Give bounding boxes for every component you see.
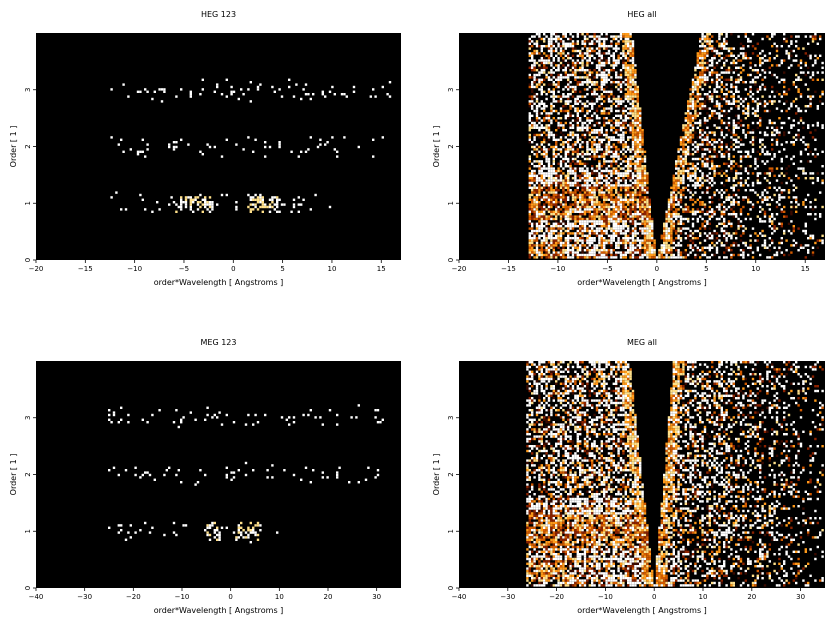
chart-title: MEG 123 — [201, 338, 237, 347]
y-tick-label: 1 — [447, 529, 455, 533]
x-tick-label: 0 — [652, 593, 656, 601]
chart-panel-2: MEG 123 order*Wavelength [ Angstroms ] Ord… — [9, 338, 401, 615]
y-tick-label: 1 — [24, 529, 32, 533]
y-axis-label: Order [ 1 ] — [9, 454, 18, 496]
x-tick-label: −10 — [127, 265, 142, 273]
x-tick-label: −20 — [29, 265, 44, 273]
y-axis-label: Order [ 1 ] — [9, 126, 18, 168]
x-tick-label: 0 — [231, 265, 235, 273]
y-tick-label: 2 — [447, 472, 455, 476]
y-tick-label: 0 — [24, 258, 32, 262]
heatmap-cells — [110, 78, 392, 213]
x-tick-label: 0 — [655, 265, 659, 273]
chart-title: HEG all — [627, 10, 656, 19]
x-tick-label: 5 — [280, 265, 284, 273]
y-tick-label: 3 — [24, 416, 32, 420]
y-axis-label: Order [ 1 ] — [432, 454, 441, 496]
x-tick-label: −40 — [29, 593, 44, 601]
y-tick-label: 0 — [24, 586, 32, 590]
x-tick-label: −30 — [500, 593, 515, 601]
x-tick-label: −20 — [452, 265, 467, 273]
chart-panel-1: HEG all order*Wavelength [ Angstroms ] Ord… — [432, 10, 825, 287]
chart-panel-3: MEG all order*Wavelength [ Angstroms ] Ord… — [432, 338, 825, 615]
heatmap-cells — [108, 404, 384, 544]
x-tick-label: 30 — [796, 593, 805, 601]
y-tick-label: 1 — [24, 201, 32, 205]
x-axis-label: order*Wavelength [ Angstroms ] — [577, 278, 707, 287]
x-tick-label: −40 — [452, 593, 467, 601]
y-tick-label: 3 — [24, 88, 32, 92]
y-tick-label: 3 — [447, 416, 455, 420]
x-tick-label: 0 — [228, 593, 232, 601]
x-axis-label: order*Wavelength [ Angstroms ] — [154, 278, 284, 287]
x-tick-label: 10 — [327, 265, 336, 273]
x-tick-label: −10 — [598, 593, 613, 601]
x-tick-label: −5 — [602, 265, 612, 273]
chart-title: MEG all — [627, 338, 657, 347]
x-tick-label: −10 — [551, 265, 566, 273]
x-axis-label: order*Wavelength [ Angstroms ] — [154, 606, 284, 615]
x-tick-label: 15 — [377, 265, 386, 273]
x-tick-label: 5 — [704, 265, 708, 273]
x-tick-label: 20 — [324, 593, 333, 601]
x-tick-label: −5 — [179, 265, 189, 273]
y-tick-label: 2 — [24, 472, 32, 476]
x-tick-label: −10 — [175, 593, 190, 601]
plot-area — [36, 361, 401, 588]
plot-area — [36, 33, 401, 260]
chart-panel-0: HEG 123 order*Wavelength [ Angstroms ] Ord… — [9, 10, 401, 287]
y-axis-label: Order [ 1 ] — [432, 126, 441, 168]
x-tick-label: 15 — [801, 265, 810, 273]
x-tick-label: −15 — [78, 265, 93, 273]
heatmap-cells — [528, 33, 824, 259]
x-tick-label: 30 — [372, 593, 381, 601]
y-tick-label: 2 — [447, 144, 455, 148]
x-axis-label: order*Wavelength [ Angstroms ] — [577, 606, 707, 615]
x-tick-label: 10 — [275, 593, 284, 601]
y-tick-label: 3 — [447, 88, 455, 92]
x-tick-label: 10 — [699, 593, 708, 601]
x-tick-label: −20 — [126, 593, 141, 601]
x-tick-label: 10 — [751, 265, 760, 273]
y-tick-label: 2 — [24, 144, 32, 148]
y-tick-label: 1 — [447, 201, 455, 205]
chart-title: HEG 123 — [201, 10, 236, 19]
y-tick-label: 0 — [447, 258, 455, 262]
x-tick-label: −15 — [501, 265, 516, 273]
x-tick-label: −20 — [549, 593, 564, 601]
x-tick-label: 20 — [747, 593, 756, 601]
heatmap-cells — [526, 361, 824, 587]
x-tick-label: −30 — [77, 593, 92, 601]
y-tick-label: 0 — [447, 586, 455, 590]
